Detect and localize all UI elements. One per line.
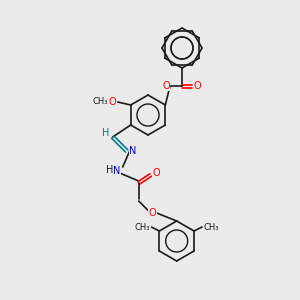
- Text: O: O: [149, 208, 157, 218]
- Text: H: H: [102, 128, 110, 138]
- Text: N: N: [113, 166, 120, 176]
- Text: CH₃: CH₃: [203, 223, 219, 232]
- Text: N: N: [129, 146, 136, 156]
- Text: H: H: [106, 165, 113, 175]
- Text: O: O: [193, 81, 201, 91]
- Text: CH₃: CH₃: [135, 223, 150, 232]
- Text: O: O: [153, 168, 160, 178]
- Text: CH₃: CH₃: [93, 98, 108, 106]
- Text: O: O: [162, 81, 170, 91]
- Text: O: O: [109, 97, 116, 107]
